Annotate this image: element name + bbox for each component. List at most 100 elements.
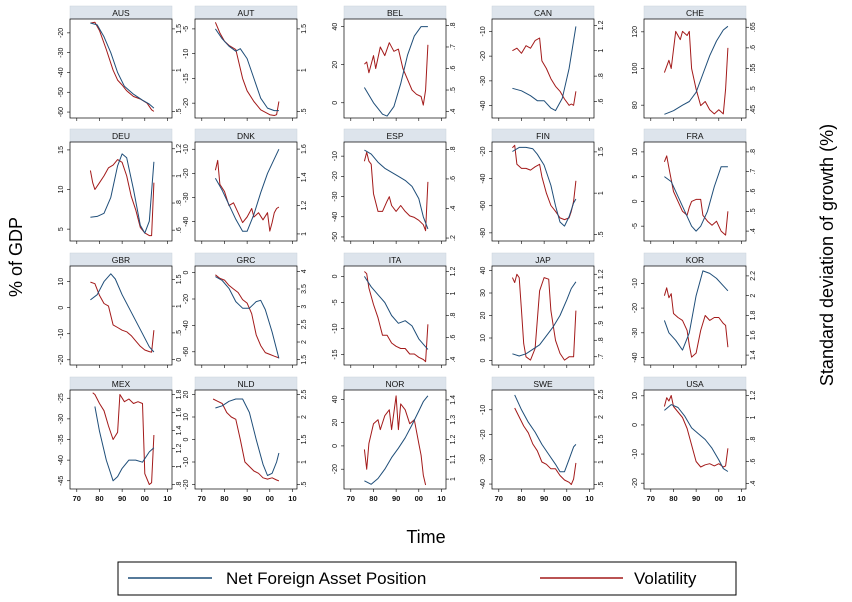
y-right-tick-label: .5 <box>450 87 457 93</box>
y-right-tick-label: 1.2 <box>176 144 183 154</box>
y-left-tick-label: 20 <box>332 419 339 427</box>
y-right-tick-label: .4 <box>450 109 457 115</box>
y-right-tick-label: .6 <box>176 227 183 233</box>
panel-dnk: DNK -10 -20 -30 -40 1.6 1.4 1.2 1 <box>183 128 308 244</box>
y-left-tick-label: -30 <box>58 47 65 57</box>
y-right-tick-label: 1.1 <box>450 454 457 464</box>
x-tick-label: 80 <box>517 494 525 503</box>
y-right-tick-label: 1.5 <box>598 435 605 445</box>
panel-ita: ITA 0 -5 -10 -15 1.2 1 .8 .6 .4 <box>332 252 457 368</box>
y-right-tick-label: 1.2 <box>301 201 308 211</box>
y-right-tick-label: 4 <box>301 269 308 273</box>
y-left-tick-label: -35 <box>58 434 65 444</box>
y-right-tick-label: .8 <box>598 73 605 79</box>
y-right-tick-label: 1.2 <box>176 444 183 454</box>
y-left-tick-label: -40 <box>480 479 487 489</box>
nfa-line <box>90 273 155 353</box>
y-right-tick-label: 1 <box>598 305 605 309</box>
y-right-tick-label: 1.6 <box>750 330 757 340</box>
y-right-tick-label: 1.2 <box>450 435 457 445</box>
panel-can: CAN -10 -20 -30 -40 1.2 1 .8 .6 <box>480 5 605 121</box>
y-right-tick-label: 1.8 <box>750 311 757 321</box>
panel-fin: FIN-20-40-60-801.51.5 <box>480 128 605 244</box>
y-right-tick-label: 1.6 <box>176 408 183 418</box>
y-right-tick-label: 1.5 <box>176 274 183 284</box>
x-tick-label: 00 <box>266 494 274 503</box>
legend: Net Foreign Asset Position Volatility <box>117 561 737 596</box>
y-left-tick-label: 0 <box>332 274 339 278</box>
y-left-tick-label: -20 <box>58 28 65 38</box>
panel-frame <box>643 265 747 366</box>
y-right-tick-label: 1.5 <box>301 24 308 34</box>
nfa-line <box>363 276 429 350</box>
panel-title: CAN <box>534 8 552 18</box>
x-tick-label: 80 <box>369 494 377 503</box>
panel-frame <box>491 18 595 119</box>
y-left-tick-label: -30 <box>480 76 487 86</box>
panel-swe: SWE-10-20-30-402.521.51.570 80 90 00 10 <box>480 376 605 503</box>
y-right-tick-label: .4 <box>450 205 457 211</box>
y-left-tick-label: 10 <box>183 413 190 421</box>
y-right-tick-label: .65 <box>750 22 757 32</box>
y-right-tick-label: 3.5 <box>301 284 308 294</box>
y-left-tick-label: 0 <box>632 423 639 427</box>
panel-frame <box>343 265 447 366</box>
y-right-tick-label: 1.2 <box>750 391 757 401</box>
y-left-tick-label: 10 <box>58 278 65 286</box>
panel-title: GRC <box>237 255 256 265</box>
y-right-tick-label: 2 <box>750 294 757 298</box>
y-left-tick-label: -30 <box>632 328 639 338</box>
y-right-tick-label: .6 <box>450 334 457 340</box>
volatility-line <box>364 271 429 363</box>
y-left-tick-label: 10 <box>632 148 639 156</box>
panel-frame <box>194 141 298 242</box>
y-right-tick-label: .5 <box>750 86 757 92</box>
y-left-tick-label: -20 <box>332 464 339 474</box>
nfa-line <box>663 270 729 351</box>
x-tick-label: 90 <box>118 494 126 503</box>
y-left-tick-label: 5 <box>58 227 65 231</box>
x-tick-label: 70 <box>198 494 206 503</box>
y-right-tick-label: .8 <box>450 146 457 152</box>
panel-title: FRA <box>687 131 704 141</box>
nfa-line <box>512 26 577 112</box>
y-left-tick-label: -20 <box>480 429 487 439</box>
y-right-tick-label: .5 <box>598 231 605 237</box>
panel-deu: DEU 15 10 5 1.2 1 .8 .6 <box>58 128 183 244</box>
volatility-line <box>89 159 155 237</box>
x-tick-label: 80 <box>220 494 228 503</box>
panel-frame <box>69 389 173 490</box>
panel-fra: FRA 10 5 0 -5 .8 .7 .6 .5 .4 <box>632 128 757 244</box>
y-left-tick-label: -20 <box>480 146 487 156</box>
y-right-tick-label: .5 <box>176 330 183 336</box>
y-right-tick-label: .5 <box>598 481 605 487</box>
y-right-tick-label: 1 <box>301 232 308 236</box>
panel-bel: BEL 40 20 0 .8 .7 .6 .5 .4 <box>332 5 457 121</box>
nfa-line <box>512 146 577 227</box>
volatility-line <box>511 273 577 361</box>
panel-jap: JAP 40 30 20 10 0 1.2 1.1 1 .9 .8 .7 <box>480 252 605 368</box>
panel-title: MEX <box>112 379 131 389</box>
y-left-tick-label: -50 <box>332 232 339 242</box>
y-left-tick-label: -30 <box>480 454 487 464</box>
volatility-line <box>512 37 577 106</box>
y-right-tick-label: 1.4 <box>450 395 457 405</box>
y-left-tick-label: -40 <box>480 173 487 183</box>
y-right-tick-label: 2 <box>301 415 308 419</box>
y-left-tick-label: -30 <box>332 191 339 201</box>
y-left-tick-label: 100 <box>632 63 639 75</box>
y-right-tick-label: 1 <box>598 49 605 53</box>
x-tick-label: 10 <box>437 494 445 503</box>
y-left-tick-label: -5 <box>183 26 190 32</box>
y-left-tick-label: 30 <box>480 289 487 297</box>
x-tick-label: 00 <box>141 494 149 503</box>
panel-frame <box>69 141 173 242</box>
panel-title: FIN <box>536 131 550 141</box>
y-right-tick-label: 1.5 <box>301 435 308 445</box>
y-right-tick-label: .7 <box>750 169 757 175</box>
y-left-tick-label: -10 <box>632 449 639 459</box>
x-tick-label: 90 <box>540 494 548 503</box>
y-right-tick-label: .6 <box>750 45 757 51</box>
y-right-tick-label: 1 <box>176 174 183 178</box>
